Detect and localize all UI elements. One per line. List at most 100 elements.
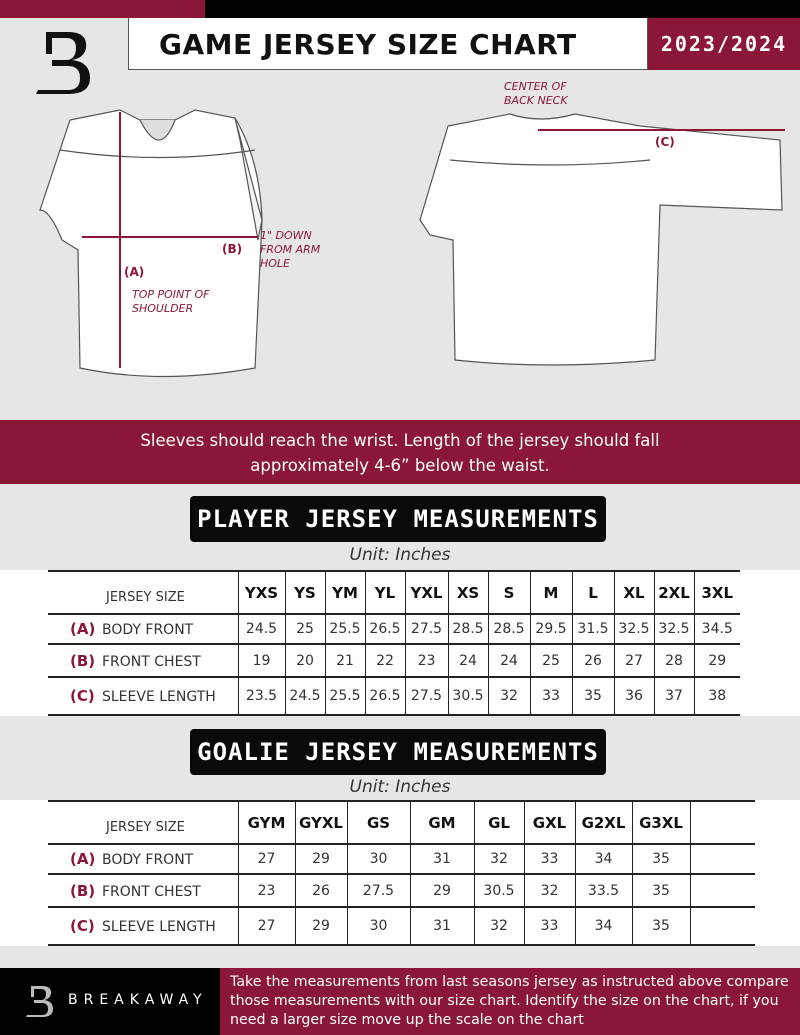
label-a-desc: TOP POINT OF SHOULDER (132, 288, 210, 315)
table-cell: 35 (631, 843, 690, 875)
table-cell: 31.5 (571, 613, 614, 645)
table-cell: 33 (523, 843, 575, 875)
table-cell: 32 (473, 906, 524, 946)
goalie-table-title: GOALIE JERSEY MEASUREMENTS (190, 729, 606, 775)
jersey-size-header: JERSEY SIZE (48, 800, 238, 845)
table-cell: 27.5 (404, 613, 448, 645)
table-cell (689, 843, 755, 875)
row-label-text: BODY FRONT (102, 852, 194, 868)
table-cell: 35 (571, 676, 614, 716)
size-header-s: S (487, 570, 530, 615)
top-accent-bar (0, 0, 205, 18)
season-badge: 2023/2024 (648, 18, 800, 70)
table-row: (C) SLEEVE LENGTH 23.5 24.5 25.5 26.5 27.5 30.5… (48, 676, 740, 716)
table-row: (B) FRONT CHEST 23 26 27.5 29 30.5 32 33.5 35 (48, 873, 755, 908)
table-cell: 22 (364, 643, 405, 678)
size-header-m: M (529, 570, 572, 615)
label-c-desc: CENTER OF BACK NECK (504, 80, 568, 107)
table-cell: 32 (523, 873, 575, 908)
back-jersey-drawing (419, 113, 783, 366)
row-label: (A) BODY FRONT (48, 613, 238, 645)
brand-name: BREAKAWAY (68, 992, 208, 1008)
table-cell: 27.5 (404, 676, 448, 716)
size-header-2xl: 2XL (653, 570, 694, 615)
size-header-gym: GYM (237, 800, 295, 845)
table-cell: 19 (237, 643, 285, 678)
size-header-xs: XS (447, 570, 488, 615)
player-size-table: JERSEY SIZE YXS YS YM YL YXL XS S M L XL 2XL 3XL (A) B… (48, 570, 740, 716)
table-cell: 26.5 (364, 676, 405, 716)
table-row: (A) BODY FRONT 24.5 25 25.5 26.5 27.5 28.5 28.5 2… (48, 613, 740, 645)
table-cell: 29 (409, 873, 474, 908)
table-cell: 38 (693, 676, 740, 716)
table-cell: 34 (574, 906, 632, 946)
row-label: (C) SLEEVE LENGTH (48, 676, 238, 716)
table-cell: 31 (409, 906, 474, 946)
label-b: (B) (222, 242, 243, 256)
size-header-ys: YS (284, 570, 325, 615)
size-header-gm: GM (409, 800, 474, 845)
banner-line-1: Sleeves should reach the wrist. Length o… (140, 431, 660, 450)
top-black-bar (205, 0, 800, 18)
title-box: GAME JERSEY SIZE CHART (128, 18, 648, 70)
table-cell: 24.5 (237, 613, 285, 645)
table-cell: 32 (473, 843, 524, 875)
table-cell: 33 (523, 906, 575, 946)
table-cell: 31 (409, 843, 474, 875)
size-header-gxl: GXL (523, 800, 575, 845)
table-cell: 25 (529, 643, 572, 678)
player-table-title: PLAYER JERSEY MEASUREMENTS (190, 496, 606, 542)
table-cell: 26 (294, 873, 347, 908)
table-cell: 26.5 (364, 613, 405, 645)
jersey-diagram (39, 109, 785, 378)
table-cell: 25.5 (324, 613, 365, 645)
row-label: (B) FRONT CHEST (48, 643, 238, 678)
size-header-empty (689, 800, 755, 845)
table-cell: 27.5 (346, 873, 410, 908)
size-header-yxs: YXS (237, 570, 285, 615)
table-cell: 30.5 (473, 873, 524, 908)
breakaway-logo-icon (36, 32, 90, 94)
row-label: (A) BODY FRONT (48, 843, 238, 875)
size-header-xl: XL (613, 570, 654, 615)
goalie-table-area: JERSEY SIZE GYM GYXL GS GM GL GXL G2XL G3XL (A) BO… (0, 800, 800, 946)
size-header-l: L (571, 570, 614, 615)
row-label-text: FRONT CHEST (102, 653, 201, 670)
table-cell (689, 873, 755, 908)
size-header-gs: GS (346, 800, 410, 845)
table-cell: 34.5 (693, 613, 740, 645)
table-cell: 23.5 (237, 676, 285, 716)
table-cell: 27 (237, 906, 295, 946)
table-cell: 23 (237, 873, 295, 908)
table-header-row: JERSEY SIZE GYM GYXL GS GM GL GXL G2XL G3XL (48, 800, 755, 845)
player-table-area: JERSEY SIZE YXS YS YM YL YXL XS S M L XL 2XL 3XL (A) B… (0, 570, 800, 716)
front-jersey-drawing (39, 109, 263, 378)
player-unit: Unit: Inches (349, 545, 451, 565)
size-header-yl: YL (364, 570, 405, 615)
table-cell: 33.5 (574, 873, 632, 908)
table-cell: 32 (487, 676, 530, 716)
footer-note: Take the measurements from last seasons … (220, 968, 800, 1035)
table-cell: 32.5 (653, 613, 694, 645)
table-cell: 35 (631, 906, 690, 946)
table-cell: 37 (653, 676, 694, 716)
table-cell: 34 (574, 843, 632, 875)
table-cell: 23 (404, 643, 448, 678)
table-row: (C) SLEEVE LENGTH 27 29 30 31 32 33 34 35 (48, 906, 755, 946)
size-header-yxl: YXL (404, 570, 448, 615)
table-cell: 29 (294, 906, 347, 946)
table-cell: 24.5 (284, 676, 325, 716)
table-cell: 29 (693, 643, 740, 678)
row-mark: (A) (70, 620, 96, 638)
table-cell: 29 (294, 843, 347, 875)
table-cell: 32.5 (613, 613, 654, 645)
goalie-size-table: JERSEY SIZE GYM GYXL GS GM GL GXL G2XL G3XL (A) BO… (48, 800, 755, 946)
table-cell: 20 (284, 643, 325, 678)
table-cell: 21 (324, 643, 365, 678)
label-b-desc: 1" DOWN FROM ARM HOLE (260, 229, 321, 270)
row-label: (B) FRONT CHEST (48, 873, 238, 908)
table-cell: 29.5 (529, 613, 572, 645)
row-label-text: BODY FRONT (102, 622, 194, 638)
size-header-ym: YM (324, 570, 365, 615)
row-label-text: SLEEVE LENGTH (102, 919, 216, 935)
